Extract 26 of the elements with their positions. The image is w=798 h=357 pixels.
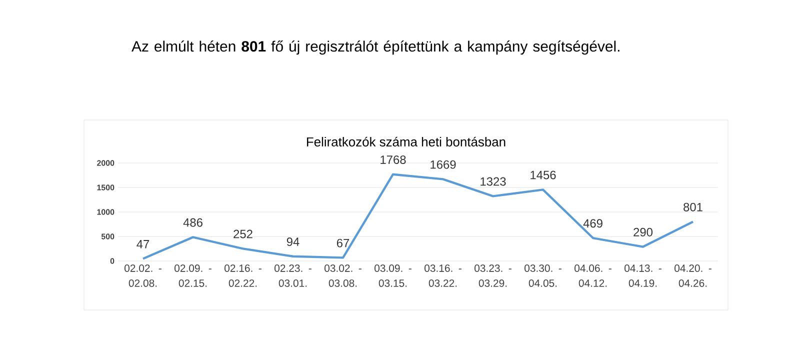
chart-title: Feliratkozók száma heti bontásban bbox=[307, 136, 506, 146]
data-label: 801 bbox=[684, 202, 702, 212]
x-tick-label: 04.20. - 04.26. bbox=[674, 264, 712, 287]
x-tick-label: 02.16. - 02.22. bbox=[224, 264, 262, 287]
x-tick-label: 02.23. - 03.01. bbox=[274, 264, 312, 287]
x-tick-label: 02.09. - 02.15. bbox=[174, 264, 212, 287]
data-label: 1323 bbox=[480, 177, 506, 186]
x-tick-label: 03.16. - 03.22. bbox=[424, 264, 462, 287]
data-label: 486 bbox=[183, 218, 202, 227]
data-label: 290 bbox=[634, 228, 653, 236]
data-label: 252 bbox=[234, 230, 252, 238]
data-label: 1768 bbox=[380, 155, 406, 164]
x-tick-label: 03.23. - 03.29. bbox=[474, 264, 512, 287]
x-tick-label: 03.02. - 03.08. bbox=[324, 264, 362, 287]
x-tick-label: 03.30. - 04.05. bbox=[524, 264, 562, 287]
x-tick-label: 03.09. - 03.15. bbox=[374, 264, 412, 287]
text: Az elmúlt héten 801 fő új regisztrálót építettünk a kampány segítségével. bbox=[132, 40, 620, 55]
data-label: 1456 bbox=[530, 170, 556, 180]
x-tick-label: 04.13. - 04.19. bbox=[624, 264, 662, 287]
x-tick-label: 04.06. - 04.12. bbox=[574, 264, 612, 287]
data-label: 47 bbox=[136, 240, 150, 248]
x-tick-label: 02.02. - 02.08. bbox=[124, 264, 162, 287]
data-label: 67 bbox=[336, 238, 350, 248]
data-label: 94 bbox=[286, 238, 300, 246]
data-label: 1669 bbox=[430, 160, 456, 169]
data-label: 469 bbox=[583, 219, 602, 228]
